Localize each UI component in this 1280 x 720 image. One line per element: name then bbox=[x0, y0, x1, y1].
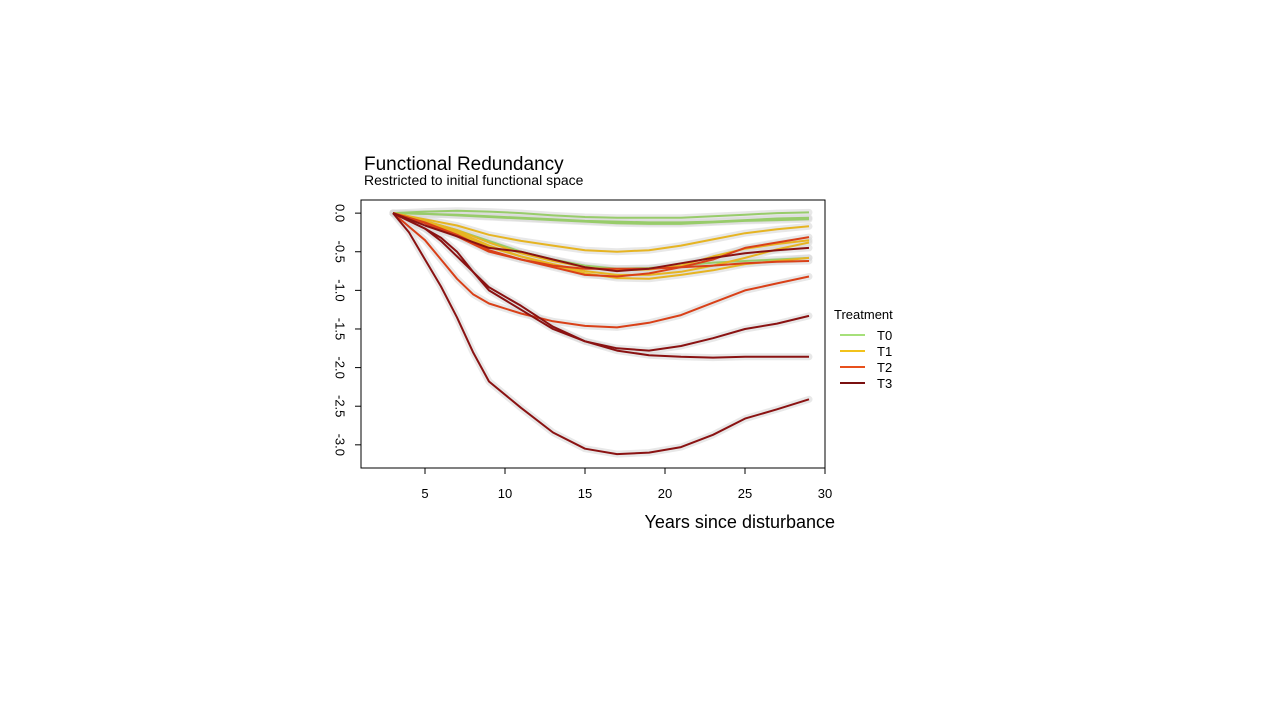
x-tick-label: 15 bbox=[578, 486, 592, 501]
series-line-t0-2 bbox=[392, 212, 810, 224]
series-line-t3-11 bbox=[392, 212, 810, 273]
x-tick-label: 5 bbox=[421, 486, 428, 501]
series-line-t3-14 bbox=[392, 212, 810, 456]
series-line-t3-12 bbox=[392, 212, 810, 352]
legend-label-t0: T0 bbox=[877, 328, 892, 343]
y-tick-label: -1.0 bbox=[333, 279, 348, 301]
y-tick-label: -1.5 bbox=[333, 318, 348, 340]
x-tick-label: 20 bbox=[658, 486, 672, 501]
x-tick-label: 30 bbox=[818, 486, 832, 501]
y-tick-label: -2.0 bbox=[333, 356, 348, 378]
legend-label-t2: T2 bbox=[877, 360, 892, 375]
y-tick-label: -0.5 bbox=[332, 240, 347, 262]
series-line-t0-0 bbox=[392, 209, 810, 219]
legend-label-t1: T1 bbox=[877, 344, 892, 359]
plot-frame bbox=[360, 199, 826, 469]
series-lines bbox=[392, 209, 810, 456]
x-tick-label: 10 bbox=[498, 486, 512, 501]
x-axis: 5 10 15 20 25 30 bbox=[421, 467, 832, 501]
legend-label-t3: T3 bbox=[877, 376, 892, 391]
y-tick-label: -2.5 bbox=[332, 395, 347, 417]
chart-subtitle: Restricted to initial functional space bbox=[364, 172, 584, 188]
x-axis-label: Years since disturbance bbox=[645, 512, 835, 532]
y-tick-label: 0.0 bbox=[332, 204, 347, 222]
x-tick-label: 25 bbox=[738, 486, 752, 501]
series-line-t1-4 bbox=[392, 212, 810, 253]
legend-title: Treatment bbox=[834, 307, 893, 322]
y-tick-label: -3.0 bbox=[332, 434, 347, 456]
series-line-t3-13 bbox=[392, 212, 809, 359]
chart-title: Functional Redundancy bbox=[364, 154, 564, 175]
series-line-t1-5 bbox=[392, 212, 810, 276]
series-line-t2-10 bbox=[392, 212, 810, 329]
y-axis: 0.0 -0.5 -1.0 -1.5 -2.0 -2.5 -3.0 bbox=[332, 204, 362, 456]
